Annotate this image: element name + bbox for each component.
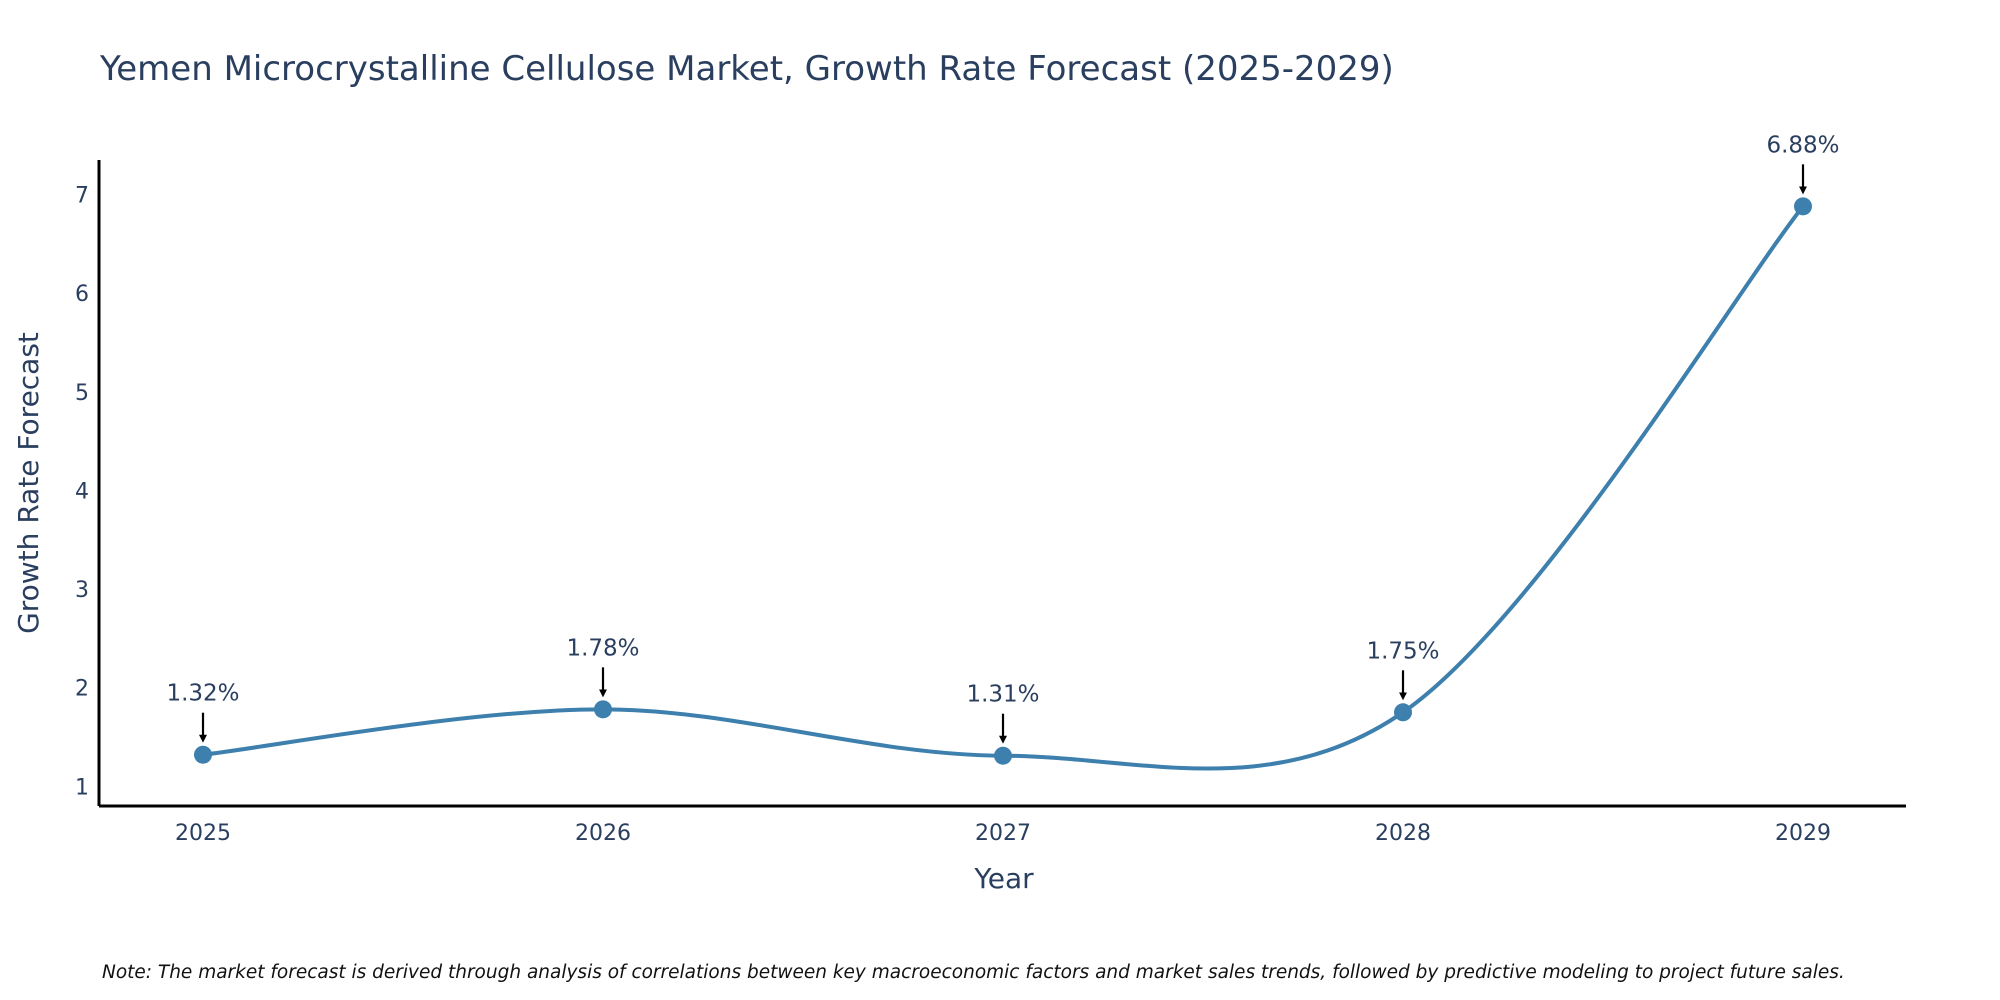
data-point-2027 [994,746,1012,765]
data-label-2026: 1.78% [566,635,639,661]
data-label-2029: 6.88% [1766,132,1839,158]
y-tick-label: 2 [75,677,89,702]
axes [97,160,1906,808]
data-markers [194,197,1812,765]
y-tick-label: 3 [75,578,89,603]
y-tick-labels: 1 2 3 4 5 6 7 [75,184,89,801]
y-axis-title: Growth Rate Forecast [12,332,45,634]
data-label-2027: 1.31% [966,682,1039,708]
x-tick-labels: 2025 2026 2027 2028 2029 [175,821,1831,846]
data-point-2025 [194,745,212,764]
data-annotations: 1.32% 1.78% 1.31% 1.75% 6.88% [166,132,1840,744]
data-label-2025: 1.32% [166,681,239,707]
series-line [201,204,1805,771]
y-tick-label: 5 [75,381,89,406]
data-point-2026 [594,700,612,719]
y-tick-label: 6 [75,282,89,307]
chart-note: Note: The market forecast is derived thr… [102,962,1845,983]
chart-title: Yemen Microcrystalline Cellulose Market,… [99,49,1394,89]
y-tick-label: 1 [75,775,89,800]
data-point-2028 [1394,703,1412,722]
x-tick-label: 2028 [1375,821,1431,846]
y-tick-label: 4 [75,479,89,504]
data-label-2028: 1.75% [1366,638,1439,664]
x-tick-label: 2025 [175,821,231,846]
data-point-2029 [1794,197,1812,216]
x-tick-label: 2027 [975,821,1031,846]
x-tick-label: 2029 [1775,821,1831,846]
y-tick-label: 7 [75,184,89,209]
x-tick-label: 2026 [575,821,631,846]
x-axis-title: Year [973,862,1034,895]
